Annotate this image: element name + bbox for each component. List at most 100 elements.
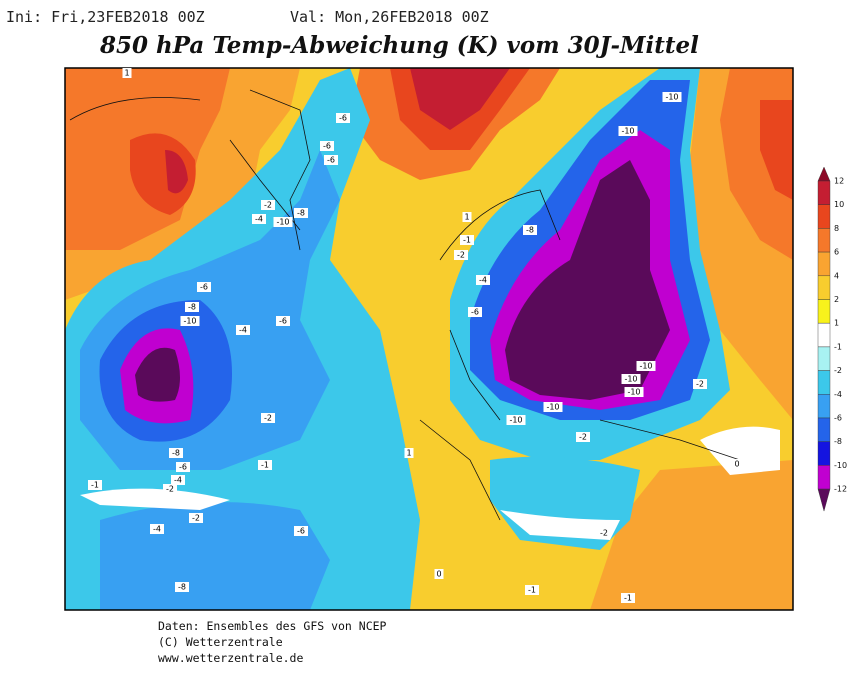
contour-label-bg bbox=[693, 379, 707, 389]
contour-label: -4 bbox=[174, 476, 182, 485]
contour-label: -2 bbox=[696, 380, 704, 389]
contour-label-bg bbox=[454, 250, 468, 260]
contour-label-bg bbox=[320, 141, 334, 151]
colorbar: 12 10 8 6 4 2 1 -1 -2 -4 -6 -8 -10 -12 bbox=[817, 166, 847, 512]
colorbar-swatch bbox=[817, 275, 831, 300]
field-warm bbox=[410, 68, 510, 130]
contour-label: -1 bbox=[624, 594, 632, 603]
contour-label: -2 bbox=[166, 485, 174, 494]
contour-label: -6 bbox=[323, 142, 331, 151]
contour-label-bg bbox=[171, 475, 185, 485]
contour-label-bg bbox=[122, 68, 132, 78]
field-neutral bbox=[700, 426, 780, 475]
contour-label: -4 bbox=[479, 276, 487, 285]
contour-label: -10 bbox=[183, 317, 196, 326]
contour-label: -8 bbox=[172, 449, 180, 458]
contour-label: -8 bbox=[178, 583, 186, 592]
colorbar-label: -4 bbox=[834, 390, 842, 399]
contour-label: -10 bbox=[276, 218, 289, 227]
footer-line: www.wetterzentrale.de bbox=[158, 651, 303, 665]
contour-label-bg bbox=[636, 361, 656, 371]
contour-label: -2 bbox=[264, 201, 272, 210]
contour-label: -10 bbox=[621, 127, 634, 136]
colorbar-label: 2 bbox=[834, 295, 839, 304]
contour-label-bg bbox=[523, 225, 537, 235]
contour-label-bg bbox=[506, 415, 526, 425]
colorbar-swatch bbox=[817, 166, 831, 182]
colorbar-label: 6 bbox=[834, 248, 839, 257]
field-warm bbox=[130, 133, 196, 215]
contour-label: -10 bbox=[509, 416, 522, 425]
field-cold bbox=[505, 160, 670, 400]
contour-label-bg bbox=[197, 282, 211, 292]
colorbar-label: -12 bbox=[834, 485, 847, 494]
contour-label: 0 bbox=[436, 570, 441, 579]
field-cold bbox=[100, 502, 330, 610]
colorbar-swatch bbox=[817, 180, 831, 205]
field-warm bbox=[590, 460, 793, 610]
contour-label-bg bbox=[180, 316, 200, 326]
contour-label-bg bbox=[273, 217, 293, 227]
map bbox=[65, 68, 793, 610]
contour-label-bg bbox=[176, 462, 190, 472]
contour-label-bg bbox=[618, 126, 638, 136]
contour-label: -4 bbox=[239, 326, 247, 335]
contour-label-bg bbox=[236, 325, 250, 335]
contour-label-bg bbox=[324, 155, 338, 165]
contour-label: -10 bbox=[624, 375, 637, 384]
colorbar-swatch bbox=[817, 251, 831, 276]
contour-label: -6 bbox=[179, 463, 187, 472]
colorbar-label: 10 bbox=[834, 200, 844, 209]
map-frame bbox=[64, 67, 794, 611]
contour-label: 1 bbox=[406, 449, 411, 458]
contour-label: -6 bbox=[339, 114, 347, 123]
init-time: Ini: Fri,23FEB2018 00Z bbox=[6, 8, 205, 26]
contour-label: -2 bbox=[457, 251, 465, 260]
map-title: 850 hPa Temp-Abweichung (K) vom 30J-Mitt… bbox=[99, 32, 699, 59]
colorbar-swatch bbox=[817, 417, 831, 442]
contour-label-bg bbox=[261, 413, 275, 423]
colorbar-label: 8 bbox=[834, 224, 839, 233]
contour-label-bg bbox=[150, 524, 164, 534]
colorbar-swatch bbox=[817, 299, 831, 324]
colorbar-label: 1 bbox=[834, 319, 839, 328]
field-neutral bbox=[80, 488, 230, 510]
contour-label-bg bbox=[88, 480, 102, 490]
contour-label-bg bbox=[732, 459, 742, 469]
contour-label-bg bbox=[294, 208, 308, 218]
colorbar-swatch bbox=[817, 465, 831, 490]
contour-label-bg bbox=[621, 374, 641, 384]
contour-label-bg bbox=[404, 448, 414, 458]
field-cold bbox=[135, 347, 180, 402]
field-neutral bbox=[500, 510, 620, 540]
colorbar-label: -10 bbox=[834, 461, 847, 470]
field-warm bbox=[165, 150, 188, 194]
contour-label: -2 bbox=[264, 414, 272, 423]
colorbar-swatch bbox=[817, 370, 831, 395]
field-warm bbox=[760, 100, 793, 200]
contour-label: -6 bbox=[471, 308, 479, 317]
contour-label: -8 bbox=[297, 209, 305, 218]
contour-label: 1 bbox=[464, 213, 469, 222]
contour-label: -6 bbox=[279, 317, 287, 326]
contour-label-bg bbox=[169, 448, 183, 458]
colorbar-label: -1 bbox=[834, 342, 842, 351]
colorbar-swatch bbox=[817, 228, 831, 253]
colorbar-label: -8 bbox=[834, 437, 842, 446]
contour-label: -10 bbox=[639, 362, 652, 371]
contour-label: -10 bbox=[546, 403, 559, 412]
colorbar-swatch bbox=[817, 204, 831, 229]
contour-label-bg bbox=[294, 526, 308, 536]
contour-label-bg bbox=[185, 302, 199, 312]
contour-label: 0 bbox=[734, 460, 739, 469]
contour-label: -6 bbox=[327, 156, 335, 165]
colorbar-swatch bbox=[817, 394, 831, 419]
contour-label: -2 bbox=[192, 514, 200, 523]
coastline bbox=[69, 89, 741, 521]
colorbar-label: 4 bbox=[834, 271, 839, 280]
contour-label-bg bbox=[261, 200, 275, 210]
contour-labels: -10-10-6-6-6-8-4-6-6-8-10-4-6-2-1-8-6-4-… bbox=[88, 68, 742, 603]
contour-label-bg bbox=[597, 528, 611, 538]
colorbar-label: -2 bbox=[834, 366, 842, 375]
